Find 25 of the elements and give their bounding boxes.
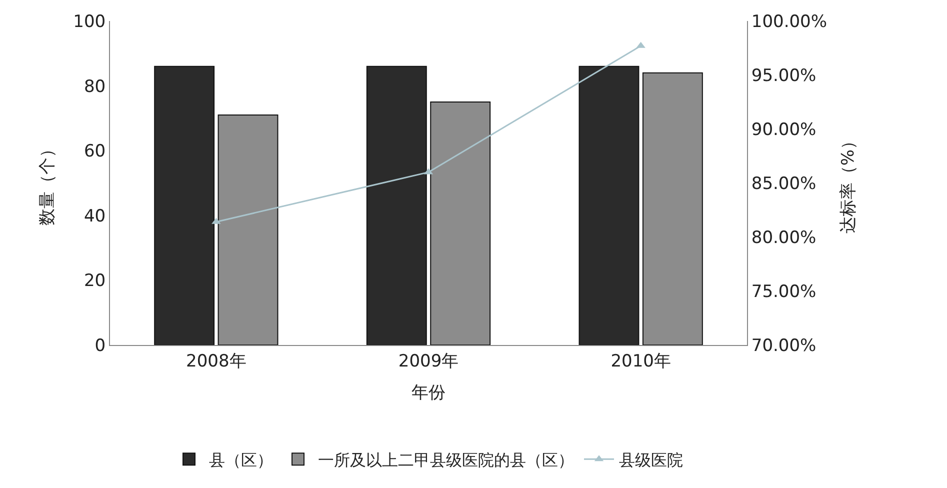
y2-axis-title: 达标率（%） <box>838 132 858 234</box>
y2-tick-label: 100.00% <box>751 12 828 32</box>
x-tick-label: 2008年 <box>186 351 246 372</box>
bar <box>366 66 427 345</box>
y2-tick-label: 70.00% <box>751 336 816 356</box>
y-tick-label: 100 <box>73 12 106 32</box>
y-tick-label: 0 <box>94 336 106 356</box>
y2-tick-label: 80.00% <box>751 228 816 248</box>
bar <box>578 66 640 345</box>
y2-tick-label: 95.00% <box>751 66 816 86</box>
x-tick-label: 2010年 <box>610 351 671 372</box>
legend-label: 县（区） <box>209 450 273 470</box>
y2-tick-label: 90.00% <box>751 120 816 140</box>
y-tick-label: 20 <box>84 271 106 292</box>
x-axis-title: 年份 <box>412 382 446 403</box>
y-axis-title: 数量（个） <box>38 140 58 226</box>
y2-tick-label: 85.00% <box>751 174 816 194</box>
y-tick-label: 80 <box>84 76 106 97</box>
x-tick-label: 2009年 <box>398 351 459 372</box>
legend-label: 一所及以上二甲县级医院的县（区） <box>318 450 574 470</box>
bar <box>154 66 215 345</box>
y-tick-label: 40 <box>84 206 106 226</box>
y2-tick-label: 75.00% <box>751 282 816 302</box>
legend-label: 县级医院 <box>619 450 683 470</box>
y-tick-label: 60 <box>84 142 106 162</box>
